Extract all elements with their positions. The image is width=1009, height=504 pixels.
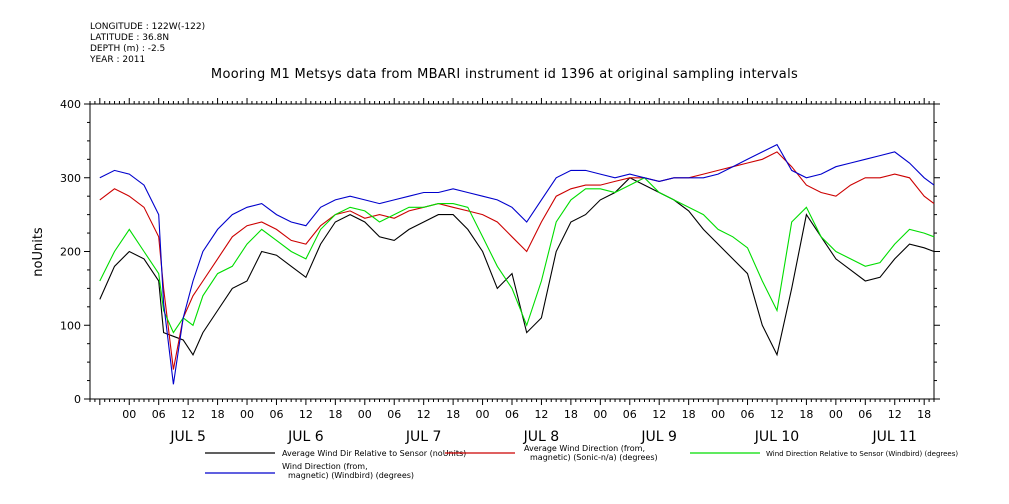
latitude-label: LATITUDE : 36.8N: [90, 33, 170, 43]
depth-label: DEPTH (m) : -2.5: [90, 44, 166, 54]
series-line-3: [99, 177, 935, 334]
x-tick-label: 00: [476, 408, 490, 421]
series-line-1: [99, 177, 935, 357]
x-tick-label: 00: [829, 408, 843, 421]
x-tick-label: 12: [652, 408, 666, 421]
x-tick-label: 12: [770, 408, 784, 421]
legend-label-4: Wind Direction (from, magnetic) (Windbird…: [282, 462, 414, 480]
x-tick-label: 06: [152, 408, 166, 421]
x-tick-label: 06: [623, 408, 637, 421]
x-tick-label: 18: [564, 408, 578, 421]
chart-title: Mooring M1 Metsys data from MBARI instru…: [210, 67, 799, 82]
x-tick-label: 12: [417, 408, 431, 421]
metadata-block: LONGITUDE : 122W(-122) LATITUDE : 36.8N …: [90, 22, 205, 66]
legend-label-1: Average Wind Dir Relative to Sensor (noU…: [282, 449, 466, 458]
day-label: JUL 9: [640, 429, 677, 445]
x-tick-label: 00: [593, 408, 607, 421]
y-tick-label: 0: [74, 393, 81, 406]
year-label: YEAR : 2011: [90, 55, 146, 65]
x-tick-label: 06: [741, 408, 755, 421]
x-tick-label: 06: [387, 408, 401, 421]
day-label: JUL 6: [287, 429, 324, 445]
x-tick-label: 18: [211, 408, 225, 421]
y-tick-label: 100: [60, 319, 81, 332]
x-tick-label: 18: [917, 408, 931, 421]
day-label: JUL 5: [169, 429, 206, 445]
x-tick-label: 00: [122, 408, 136, 421]
x-tick-label: 12: [534, 408, 548, 421]
day-label: JUL 8: [523, 429, 560, 445]
x-tick-label: 00: [358, 408, 372, 421]
x-tick-label: 06: [858, 408, 872, 421]
x-tick-label: 18: [446, 408, 460, 421]
x-tick-label: 00: [711, 408, 725, 421]
x-tick-label: 18: [799, 408, 813, 421]
x-tick-label: 00: [240, 408, 254, 421]
plot-area-frame: [89, 103, 935, 400]
x-tick-label: 12: [181, 408, 195, 421]
legend-label-2: Average Wind Direction (from, magnetic) (…: [524, 444, 658, 462]
y-axis-label: noUnits: [31, 227, 46, 277]
x-tick-label: 18: [328, 408, 342, 421]
longitude-label: LONGITUDE : 122W(-122): [90, 22, 206, 32]
x-tick-label: 06: [269, 408, 283, 421]
y-tick-label: 300: [60, 172, 81, 185]
day-label: JUL 11: [872, 429, 917, 445]
y-tick-label: 200: [60, 246, 81, 259]
day-label: JUL 7: [405, 429, 442, 445]
series-line-4: [99, 143, 935, 385]
x-tick-label: 12: [888, 408, 902, 421]
x-tick-label: 12: [299, 408, 313, 421]
x-tick-label: 06: [505, 408, 519, 421]
day-label: JUL 10: [754, 429, 799, 445]
x-tick-label: 18: [682, 408, 696, 421]
y-tick-label: 400: [60, 98, 81, 111]
series-line-2: [99, 151, 935, 370]
legend-label-3: Wind Direction Relative to Sensor (Windb…: [766, 450, 958, 458]
